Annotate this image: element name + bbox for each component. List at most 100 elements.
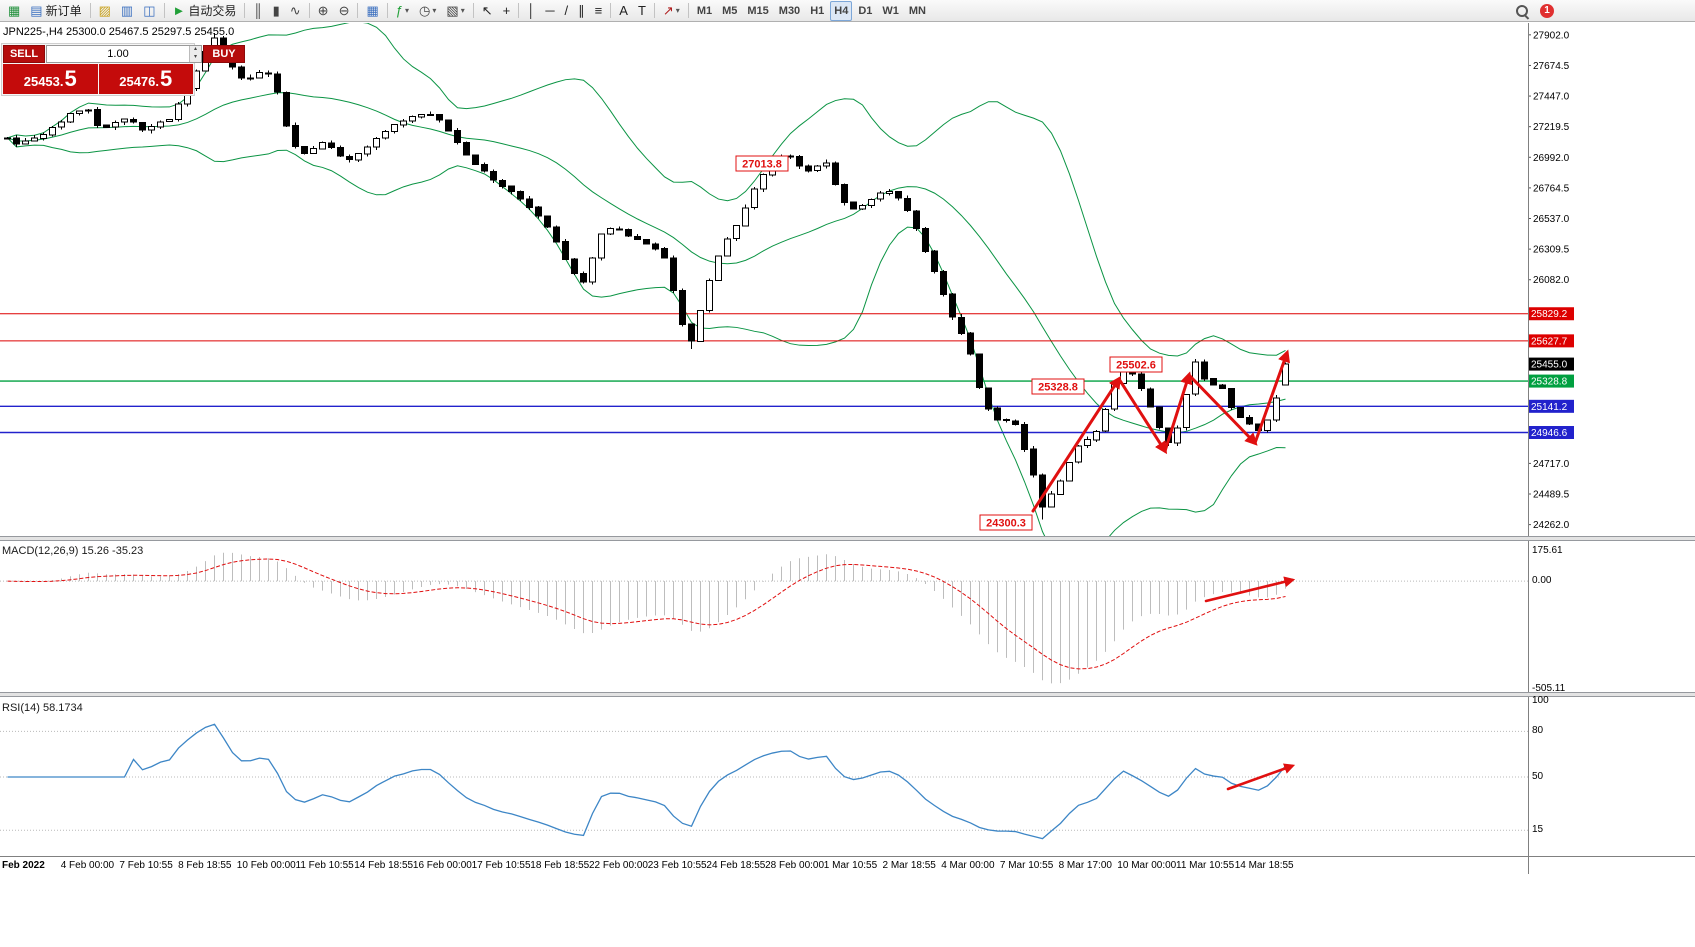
chart-candles-button[interactable]: ▮ bbox=[269, 1, 284, 21]
macd-axis-min: -505.11 bbox=[1532, 683, 1566, 694]
data-window-icon: ◫ bbox=[143, 2, 156, 18]
search-icon[interactable] bbox=[1516, 5, 1528, 17]
cursor-button[interactable]: ↖ bbox=[478, 1, 497, 21]
buy-price-display[interactable]: 25476. 5 bbox=[98, 64, 193, 94]
notification-badge[interactable]: 1 bbox=[1540, 4, 1554, 18]
svg-text:1 Mar 10:55: 1 Mar 10:55 bbox=[824, 860, 878, 871]
toolbar-separator bbox=[386, 3, 388, 18]
buy-button[interactable]: BUY bbox=[203, 45, 245, 63]
tile-windows-button[interactable]: ▦ bbox=[362, 1, 382, 21]
svg-text:24 Feb 18:55: 24 Feb 18:55 bbox=[706, 860, 765, 871]
chart-line-button[interactable]: ∿ bbox=[286, 1, 305, 21]
timeframe-m1[interactable]: M1 bbox=[693, 1, 716, 21]
toolbar-separator bbox=[610, 3, 612, 18]
timeframe-m15-label: M15 bbox=[747, 4, 769, 17]
svg-text:27902.0: 27902.0 bbox=[1533, 30, 1570, 41]
volume-down-button[interactable]: ▾ bbox=[190, 54, 201, 62]
data-window-button[interactable]: ◫ bbox=[139, 1, 159, 21]
tile-windows-icon: ▦ bbox=[366, 2, 379, 18]
zoom-in-button[interactable]: ⊕ bbox=[314, 1, 333, 21]
volume-field: ▴ ▾ bbox=[46, 45, 202, 63]
trendline-button[interactable]: / bbox=[561, 1, 573, 21]
svg-text:16 Feb 00:00: 16 Feb 00:00 bbox=[413, 860, 472, 871]
svg-text:23 Feb 10:55: 23 Feb 10:55 bbox=[648, 860, 707, 871]
text-icon: A bbox=[619, 2, 628, 18]
timeframe-d1-label: D1 bbox=[858, 4, 873, 17]
crosshair-icon: + bbox=[502, 2, 511, 18]
timeframe-m15[interactable]: M15 bbox=[743, 1, 772, 21]
svg-text:25502.6: 25502.6 bbox=[1116, 360, 1156, 372]
indicators-icon: ƒ bbox=[395, 2, 404, 18]
svg-text:25328.8: 25328.8 bbox=[1038, 382, 1078, 394]
equidistant-channel-button[interactable]: ∥ bbox=[574, 1, 589, 21]
macd-axis-max: 175.61 bbox=[1532, 545, 1563, 556]
svg-text:28 Feb 00:00: 28 Feb 00:00 bbox=[765, 860, 824, 871]
svg-text:7 Feb 10:55: 7 Feb 10:55 bbox=[119, 860, 173, 871]
fibonacci-button[interactable]: ≡ bbox=[591, 1, 607, 21]
timeframe-m5[interactable]: M5 bbox=[718, 1, 741, 21]
volume-input[interactable] bbox=[47, 46, 189, 62]
svg-text:18 Feb 18:55: 18 Feb 18:55 bbox=[530, 860, 589, 871]
timeframe-d1[interactable]: D1 bbox=[854, 1, 876, 21]
periods-button[interactable]: ◷ ▾ bbox=[415, 1, 440, 21]
arrows-tool-button[interactable]: ↗ ▾ bbox=[659, 1, 684, 21]
svg-text:25627.7: 25627.7 bbox=[1531, 336, 1568, 347]
macd-label: MACD(12,26,9) 15.26 -35.23 bbox=[2, 545, 144, 557]
templates-button[interactable]: ▧ ▾ bbox=[442, 1, 468, 21]
timeframe-m5-label: M5 bbox=[722, 4, 738, 17]
svg-text:14 Mar 18:55: 14 Mar 18:55 bbox=[1235, 860, 1294, 871]
sell-price-big: 5 bbox=[64, 66, 77, 91]
crosshair-button[interactable]: + bbox=[499, 1, 515, 21]
toolbar-separator bbox=[308, 3, 310, 18]
macd-axis-zero: 0.00 bbox=[1532, 575, 1552, 586]
autotrading-button[interactable]: ► 自动交易 bbox=[169, 1, 241, 21]
rsi-axis-50: 50 bbox=[1532, 771, 1544, 782]
panel-separator-rsi[interactable] bbox=[0, 692, 1695, 697]
svg-text:2 Mar 18:55: 2 Mar 18:55 bbox=[883, 860, 937, 871]
templates-dropdown-icon: ▾ bbox=[460, 6, 465, 15]
svg-text:Feb 2022: Feb 2022 bbox=[2, 860, 45, 871]
text-button[interactable]: A bbox=[615, 1, 632, 21]
zoom-out-button[interactable]: ⊖ bbox=[335, 1, 354, 21]
indicators-button[interactable]: ƒ ▾ bbox=[392, 1, 413, 21]
new-order-button[interactable]: ▤ 新订单 bbox=[26, 1, 85, 21]
chart-bars-icon: ║ bbox=[253, 2, 263, 18]
periods-icon: ◷ bbox=[419, 2, 431, 18]
timeframe-mn[interactable]: MN bbox=[905, 1, 930, 21]
toolbar-separator bbox=[687, 3, 689, 18]
new-chart-button[interactable]: ▦ bbox=[4, 1, 24, 21]
timeframe-m30[interactable]: M30 bbox=[775, 1, 804, 21]
fibonacci-icon: ≡ bbox=[594, 2, 603, 18]
svg-text:25328.8: 25328.8 bbox=[1531, 377, 1568, 388]
periods-dropdown-icon: ▾ bbox=[432, 6, 437, 15]
chart-bars-button[interactable]: ║ bbox=[249, 1, 266, 21]
svg-text:8 Mar 17:00: 8 Mar 17:00 bbox=[1059, 860, 1113, 871]
svg-text:27674.5: 27674.5 bbox=[1533, 61, 1570, 72]
toolbar-separator bbox=[472, 3, 474, 18]
vertical-line-icon: │ bbox=[527, 2, 536, 18]
panel-separator-macd[interactable] bbox=[0, 536, 1695, 541]
sell-price-display[interactable]: 25453. 5 bbox=[3, 64, 98, 94]
market-watch-icon: ▥ bbox=[120, 2, 134, 18]
svg-text:26764.5: 26764.5 bbox=[1533, 183, 1570, 194]
toolbar-separator bbox=[357, 3, 359, 18]
toolbar-separator bbox=[518, 3, 520, 18]
sell-button[interactable]: SELL bbox=[3, 45, 45, 63]
timeframe-h4[interactable]: H4 bbox=[830, 0, 853, 21]
volume-up-button[interactable]: ▴ bbox=[190, 46, 201, 54]
vertical-line-button[interactable]: │ bbox=[523, 1, 539, 21]
chart-line-icon: ∿ bbox=[289, 2, 301, 18]
svg-text:24489.5: 24489.5 bbox=[1533, 490, 1570, 501]
market-watch-button[interactable]: ▥ bbox=[117, 1, 137, 21]
arrows-tool-icon: ↗ bbox=[662, 2, 674, 18]
svg-text:4 Feb 00:00: 4 Feb 00:00 bbox=[61, 860, 115, 871]
timeframe-h1[interactable]: H1 bbox=[806, 1, 828, 21]
timeframe-w1[interactable]: W1 bbox=[878, 1, 903, 21]
chart-profiles-button[interactable]: ▨ bbox=[95, 1, 115, 21]
horizontal-line-button[interactable]: ─ bbox=[541, 1, 558, 21]
zoom-out-icon: ⊖ bbox=[338, 2, 350, 18]
text-label-button[interactable]: T bbox=[634, 1, 650, 21]
sell-price-main: 25453. bbox=[23, 74, 64, 89]
rsi-axis-100: 100 bbox=[1532, 695, 1549, 706]
